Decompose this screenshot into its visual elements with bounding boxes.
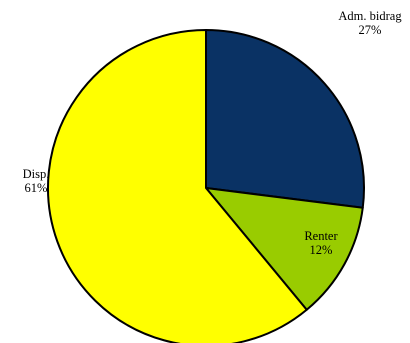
pie-slice-renter	[205, 187, 364, 311]
pie-label-renter: Renter 12%	[304, 229, 338, 257]
pie-slices	[47, 29, 365, 343]
pie-label-name: Renter	[304, 229, 338, 243]
pie-label-percent: 12%	[310, 243, 333, 257]
pie-slice-disp	[47, 29, 308, 343]
pie-label-disp: Disp. 61%	[23, 167, 50, 195]
pie-labels: Adm. bidrag 27% Renter 12% Disp. 61%	[23, 9, 403, 257]
pie-label-percent: 61%	[25, 181, 48, 195]
pie-label-adm-bidrag: Adm. bidrag 27%	[338, 9, 402, 37]
pie-slice-adm-bidrag	[205, 29, 365, 209]
pie-label-percent: 27%	[359, 23, 382, 37]
pie-label-name: Adm. bidrag	[338, 9, 402, 23]
pie-label-name: Disp.	[23, 167, 50, 181]
